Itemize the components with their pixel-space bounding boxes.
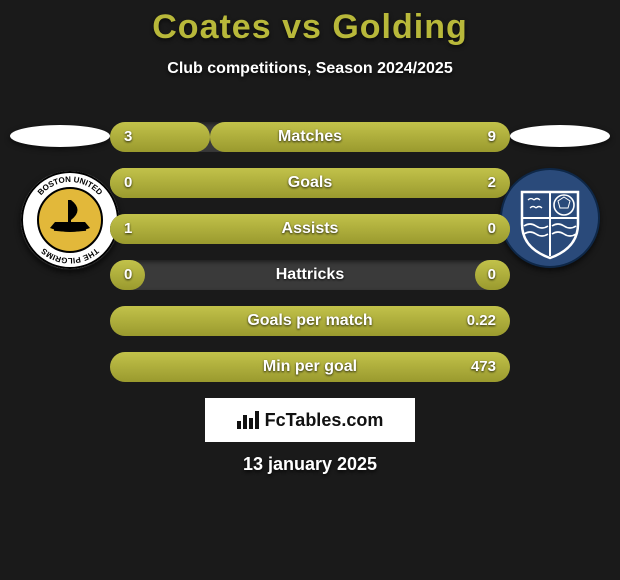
fctables-label: FcTables.com xyxy=(265,410,384,431)
page-title: Coates vs Golding xyxy=(0,8,620,47)
stat-fill-right xyxy=(475,214,510,244)
club-badge-right xyxy=(500,168,600,268)
stat-fill-right xyxy=(110,306,510,336)
stat-row: 10Assists xyxy=(110,214,510,244)
stat-bar-track xyxy=(110,260,510,290)
stat-fill-left xyxy=(110,214,510,244)
date-label: 13 january 2025 xyxy=(0,454,620,475)
player-right-silhouette xyxy=(510,125,610,147)
stat-row: 00Hattricks xyxy=(110,260,510,290)
stat-row: 39Matches xyxy=(110,122,510,152)
stat-fill-right xyxy=(475,260,510,290)
subtitle: Club competitions, Season 2024/2025 xyxy=(0,60,620,78)
stat-fill-right xyxy=(110,352,510,382)
fctables-logo-icon xyxy=(237,411,259,429)
stat-row: 02Goals xyxy=(110,168,510,198)
player-left-silhouette xyxy=(10,125,110,147)
stat-fill-right xyxy=(210,122,510,152)
stat-fill-left xyxy=(110,122,210,152)
club-badge-left: BOSTON UNITED THE PILGRIMS xyxy=(20,170,120,270)
fctables-watermark: FcTables.com xyxy=(205,398,415,442)
stat-row: 473Min per goal xyxy=(110,352,510,382)
stat-row: 0.22Goals per match xyxy=(110,306,510,336)
stat-fill-left xyxy=(110,260,145,290)
stat-fill-right xyxy=(110,168,510,198)
